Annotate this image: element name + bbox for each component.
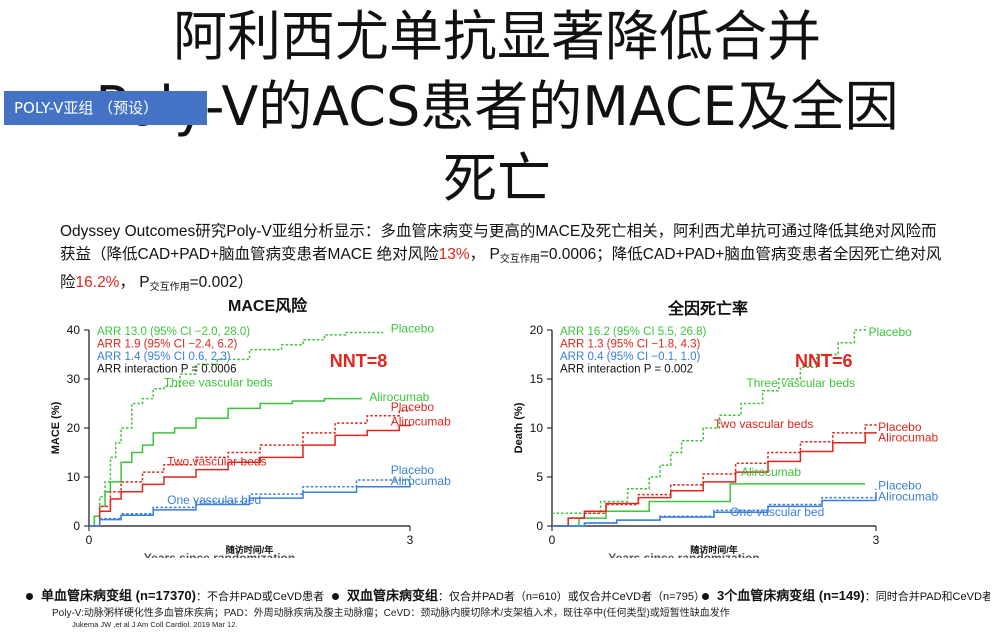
arr-stat: ARR interaction P = 0.0006 — [97, 364, 236, 376]
group-label: One vascular bed — [167, 493, 261, 507]
subgroup-badge: POLY-V亚组 （预设） — [4, 91, 207, 125]
legend-n: (n=149) — [818, 588, 865, 603]
arr-stat: ARR interaction P = 0.002 — [560, 364, 693, 376]
death-arr-value: 16.2% — [75, 274, 120, 291]
footnote: Poly-V:动脉粥样硬化性多血管床疾病；PAD：外周动脉疾病及腹主动脉瘤；Ce… — [52, 608, 730, 619]
series-line-alirocumab — [552, 483, 866, 527]
y-tick-label: 10 — [530, 421, 544, 435]
legend-label: 单血管床病变组 — [41, 588, 133, 603]
series-line-alirocumab — [89, 481, 411, 527]
group-label: Three vascular beds — [164, 375, 273, 389]
y-tick-label: 0 — [536, 519, 543, 533]
series-label: Placebo — [878, 479, 922, 493]
series-line-alirocumab — [552, 431, 877, 527]
slide-title-line1: 阿利西尤单抗显著降低合并 — [173, 5, 821, 68]
series-label: Alirocumab — [369, 390, 429, 404]
x-tick-label: 3 — [407, 533, 414, 547]
arr-stat: ARR 13.0 (95% CI −2.0, 28.0) — [97, 326, 250, 338]
nnt-label: NNT=6 — [795, 351, 853, 371]
legend-one-bed: 单血管床病变组 (n=17370)：不合并PAD或CeVD患者 — [26, 585, 324, 604]
mace-arr-value: 13% — [438, 246, 470, 263]
series-label: Placebo — [868, 325, 912, 339]
arr-stat: ARR 1.4 (95% CI 0.6, 2.3) — [97, 351, 231, 363]
group-label: Two vascular beds — [167, 455, 266, 469]
y-tick-label: 20 — [530, 323, 544, 337]
series-label: Placebo — [878, 420, 922, 434]
x-axis-label-en: Years since randomization — [144, 551, 295, 565]
legend-three-beds: 3个血管床病变组 (n=149)：同时合并PAD和CeVD者 — [702, 585, 990, 604]
chart-title-death: 全因死亡率 — [668, 301, 749, 318]
legend-desc: ：同时合并PAD和CeVD者 — [864, 591, 990, 603]
series-line-alirocumab — [89, 424, 411, 527]
bullet-icon — [26, 593, 33, 601]
series-label: Placebo — [391, 463, 435, 477]
y-tick-label: 20 — [67, 421, 81, 435]
x-axis-label: 随访时间/年 — [690, 544, 738, 555]
slide-title-line2: Poly-V的ACS患者的MACE及全因 — [95, 75, 899, 138]
y-tick-label: 0 — [73, 519, 80, 533]
arr-stat: ARR 1.9 (95% CI −2.4, 6.2) — [97, 339, 237, 351]
x-axis-label: 随访时间/年 — [226, 544, 274, 555]
summary-text: Odyssey Outcomes研究Poly-V亚组分析显示：多血管床病变与更高… — [60, 220, 950, 299]
summary-part: ， P — [469, 246, 500, 263]
legend-n: (n=17370) — [135, 588, 196, 603]
x-axis-label-en: Years since randomization — [608, 551, 759, 565]
summary-part: =0.002） — [189, 274, 253, 291]
series-line-placebo — [89, 474, 411, 527]
subscript-interaction: 交互作用 — [499, 254, 540, 265]
y-tick-label: 15 — [530, 372, 544, 386]
summary-part: Odyssey Outcomes研究Poly-V亚组分析显示：多血管床病变与更高… — [60, 223, 937, 263]
citation: Jukema JW ,et al J Am Coll Cardiol. 2019… — [72, 620, 238, 629]
legend-two-beds: 双血管床病变组：仅合并PAD者（n=610）或仅合并CeVD者（n=795） — [332, 585, 705, 604]
group-label: One vascular bed — [730, 505, 824, 519]
subscript-interaction: 交互作用 — [149, 282, 190, 293]
series-line-placebo — [552, 326, 866, 515]
y-tick-label: 40 — [67, 323, 81, 337]
legend-desc: ：仅合并PAD者（n=610）或仅合并CeVD者（n=795） — [438, 591, 705, 603]
bullet-icon — [702, 593, 709, 601]
slide-title-line3: 死亡 — [443, 147, 551, 210]
nnt-label: NNT=8 — [330, 351, 388, 371]
series-label: Alirocumab — [391, 415, 451, 429]
x-tick-label: 0 — [86, 533, 93, 547]
arr-stat: ARR 16.2 (95% CI 5.5, 26.8) — [560, 326, 707, 338]
series-label: Alirocumab — [878, 490, 938, 504]
y-axis-label: Death (%) — [513, 402, 525, 453]
bullet-icon — [332, 593, 339, 601]
y-tick-label: 5 — [536, 470, 543, 484]
y-tick-label: 10 — [67, 470, 81, 484]
series-line-placebo — [89, 331, 384, 527]
series-label: Alirocumab — [391, 474, 451, 488]
summary-part: ， P — [119, 274, 150, 291]
chart-title-mace: MACE风险 — [228, 298, 308, 315]
legend-label: 双血管床病变组 — [347, 588, 439, 603]
group-label: Three vascular beds — [746, 376, 855, 390]
series-label: Alirocumab — [741, 465, 801, 479]
summary-part: =0.0006；降低CAD+PAD+脑血管病变患者全因死亡绝对风险 — [60, 246, 942, 291]
y-tick-label: 30 — [67, 372, 81, 386]
x-tick-label: 0 — [549, 533, 556, 547]
group-label: Two vascular beds — [714, 417, 813, 431]
arr-stat: ARR 1.3 (95% CI −1.8, 4.3) — [560, 339, 700, 351]
legend-label: 3个血管床病变组 — [717, 588, 816, 603]
series-line-placebo — [89, 408, 411, 527]
series-line-alirocumab — [552, 494, 877, 527]
y-axis-label: MACE (%) — [50, 401, 62, 454]
x-tick-label: 3 — [873, 533, 880, 547]
series-label: Alirocumab — [878, 431, 938, 445]
arr-stat: ARR 0.4 (95% CI −0.1, 1.0) — [560, 351, 700, 363]
series-line-alirocumab — [89, 397, 362, 527]
legend-desc: ：不合并PAD或CeVD患者 — [195, 591, 325, 603]
series-label: Placebo — [391, 400, 435, 414]
series-label: Placebo — [391, 321, 435, 335]
